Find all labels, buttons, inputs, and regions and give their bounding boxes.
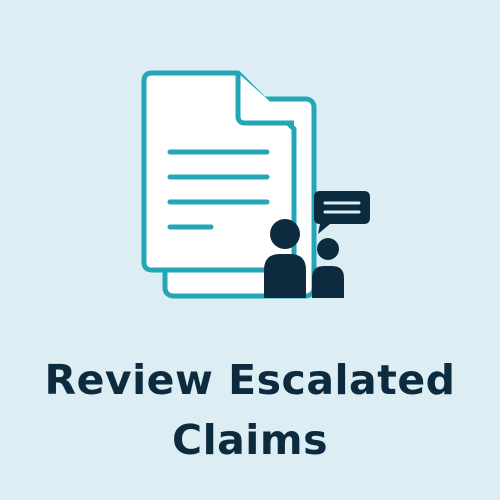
tile-title: Review Escalated Claims [0, 350, 500, 470]
speech-bubble-icon [314, 191, 370, 234]
tile-title-line-1: Review Escalated [44, 356, 456, 404]
tile-title-line-2: Claims [172, 416, 328, 464]
document-icon [141, 70, 297, 273]
people-icon [264, 219, 344, 298]
